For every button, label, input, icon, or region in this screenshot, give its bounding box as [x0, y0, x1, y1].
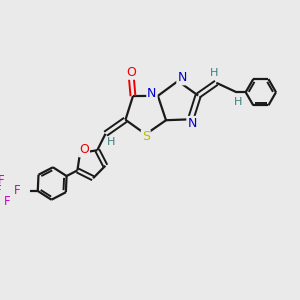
Text: O: O: [126, 66, 136, 79]
Text: S: S: [142, 130, 150, 143]
Text: H: H: [107, 137, 116, 147]
Text: O: O: [79, 143, 89, 156]
Text: H: H: [234, 98, 242, 107]
Text: F: F: [14, 184, 20, 197]
Text: F: F: [0, 174, 5, 187]
Text: N: N: [187, 117, 197, 130]
Text: N: N: [147, 87, 157, 100]
Text: F: F: [0, 184, 1, 197]
Text: N: N: [177, 71, 187, 84]
Text: F: F: [4, 195, 11, 208]
Text: H: H: [209, 68, 218, 77]
